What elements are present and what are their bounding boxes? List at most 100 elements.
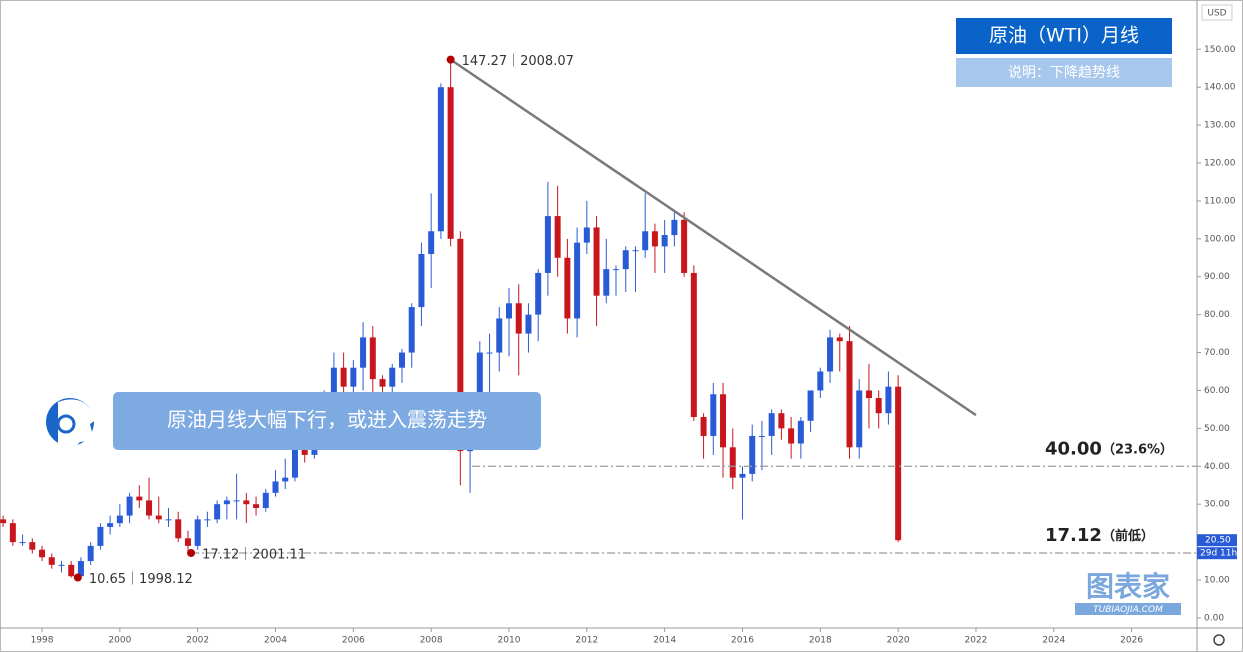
candle-body: [194, 519, 201, 546]
settings-icon[interactable]: [1213, 634, 1225, 646]
trendline: [449, 58, 977, 417]
candle-body: [204, 519, 211, 521]
x-tick-label: 2014: [653, 636, 676, 646]
candle-body: [505, 303, 512, 319]
candle-body: [603, 269, 610, 296]
plot: 0.0010.0020.0030.0040.0050.0060.0070.008…: [0, 45, 1237, 646]
callout-icon: [46, 398, 96, 446]
y-tick-label: 120.00: [1204, 159, 1236, 169]
level-note: （23.6%）: [1102, 441, 1173, 457]
point-marker: [446, 55, 455, 64]
y-tick-label: 70.00: [1204, 348, 1230, 358]
point-marker: [73, 573, 82, 582]
x-tick-label: 2016: [731, 636, 754, 646]
price-tag: [1197, 534, 1237, 547]
candle-body: [243, 500, 250, 505]
candle-body: [856, 390, 863, 448]
x-tick-label: 2004: [264, 636, 287, 646]
level-label: 17.12（前低）: [1045, 525, 1154, 546]
level-note: （前低）: [1102, 528, 1154, 544]
candle-body: [97, 526, 104, 546]
candle-body: [613, 269, 620, 271]
candle-body: [282, 477, 289, 482]
chart-title: 原油（WTI）月线: [989, 25, 1139, 47]
candle-body: [496, 318, 503, 353]
point-label: 147.27｜2008.07: [462, 54, 574, 69]
candle-body: [272, 481, 279, 493]
candle-body: [223, 500, 230, 505]
y-tick-label: 110.00: [1204, 196, 1236, 206]
y-tick-label: 140.00: [1204, 83, 1236, 93]
candle-body: [593, 227, 600, 296]
candle-body: [428, 231, 435, 254]
candle-body: [437, 87, 444, 232]
watermark-band: [1075, 603, 1181, 615]
watermark: 图表家: [1086, 570, 1170, 603]
candle-body: [418, 253, 425, 308]
candle-body: [865, 390, 872, 399]
candle-body: [184, 538, 191, 546]
candle-body: [379, 379, 386, 387]
x-tick-label: 2018: [809, 636, 832, 646]
y-tick-label: 50.00: [1204, 424, 1230, 434]
candle-body: [253, 504, 260, 508]
x-tick-label: 2026: [1120, 636, 1143, 646]
candle-body: [457, 238, 464, 452]
x-tick-label: 2000: [108, 636, 131, 646]
candle-body: [544, 216, 551, 273]
candle-body: [360, 337, 367, 368]
candle-body: [690, 272, 697, 417]
unit-box: [1201, 4, 1233, 21]
y-tick-label: 80.00: [1204, 310, 1230, 320]
candle-body: [671, 219, 678, 236]
candle-body: [515, 303, 522, 334]
candle-body: [895, 386, 902, 541]
candle-body: [720, 394, 727, 448]
candle-body: [749, 435, 756, 474]
candle-body: [155, 515, 162, 520]
candle-body: [729, 447, 736, 478]
candle-body: [651, 231, 658, 247]
candle-body: [68, 564, 75, 577]
candle-body: [107, 523, 114, 527]
y-tick-label: 150.00: [1204, 45, 1236, 55]
candle-body: [48, 557, 55, 565]
candle-body: [9, 523, 16, 543]
candle-body: [739, 473, 746, 478]
candle-body: [146, 500, 153, 516]
candle-body: [165, 519, 172, 521]
candle-body: [29, 542, 36, 550]
candle-body: [817, 371, 824, 391]
x-tick-label: 1998: [31, 636, 54, 646]
candle-body: [447, 87, 454, 239]
candle-body: [214, 504, 221, 520]
point-marker: [187, 549, 196, 558]
candle-body: [797, 420, 804, 444]
candle-body: [0, 519, 7, 524]
candle-body: [77, 561, 84, 577]
candle-body: [19, 542, 26, 544]
candle-body: [136, 496, 143, 501]
watermark-sub: TUBIAOJIA.COM: [1093, 605, 1163, 615]
x-tick-label: 2002: [186, 636, 209, 646]
candle-body: [39, 549, 46, 558]
candle-body: [126, 496, 133, 516]
candle-body: [710, 394, 717, 436]
candle-body: [554, 216, 561, 258]
candle-body: [632, 250, 639, 252]
candle-body: [827, 337, 834, 372]
level-value: 17.12: [1045, 525, 1102, 546]
candle-body: [369, 337, 376, 380]
title-box: [956, 18, 1172, 54]
candle-body: [408, 307, 415, 353]
candle-body: [525, 314, 532, 334]
subtitle-box: [956, 58, 1172, 87]
candle-body: [175, 519, 182, 539]
candle-body: [758, 435, 765, 437]
price-tag-label: 20.50: [1205, 536, 1231, 546]
candle-body: [535, 272, 542, 315]
y-tick-label: 30.00: [1204, 500, 1230, 510]
chart-subtitle: 说明：下降趋势线: [1008, 65, 1120, 81]
candle-body: [262, 492, 269, 508]
level-value: 40.00: [1045, 438, 1102, 459]
